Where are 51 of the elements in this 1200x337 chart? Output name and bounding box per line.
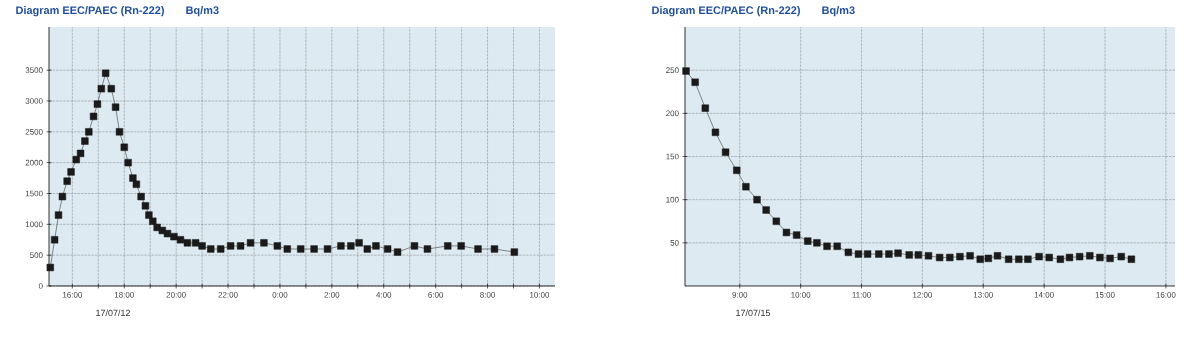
point: [833, 242, 841, 250]
point: [772, 217, 780, 225]
point: [721, 148, 730, 156]
point: [742, 183, 750, 191]
point: [863, 250, 872, 258]
text: 17/07/12: [96, 309, 130, 317]
point: [875, 250, 883, 258]
point: [885, 250, 893, 258]
point: [993, 252, 1002, 260]
point: [782, 228, 791, 237]
point: [762, 206, 770, 214]
point: [844, 248, 852, 256]
point: [1015, 255, 1023, 263]
point: [804, 237, 812, 245]
point: [1117, 253, 1125, 261]
point: [682, 67, 690, 75]
point: [1086, 252, 1094, 260]
point: [854, 250, 863, 258]
point: [711, 128, 720, 136]
point: [976, 255, 984, 263]
text: 17/07/15: [736, 309, 771, 317]
point: [984, 254, 992, 263]
point: [691, 78, 699, 86]
point: [701, 104, 709, 112]
point: [1065, 253, 1074, 262]
point: [792, 231, 801, 239]
chart-title: Diagram EEC/PAEC (Rn-222): [652, 6, 800, 17]
point: [1056, 255, 1065, 263]
point: [936, 253, 944, 262]
chart-title: Diagram EEC/PAEC (Rn-222): [16, 6, 164, 17]
y-axis-title: Bq/m3: [186, 6, 219, 17]
point: [905, 251, 913, 259]
point: [956, 253, 964, 261]
point: [753, 196, 761, 204]
y-axis-title: Bq/m3: [822, 6, 855, 17]
point: [1076, 253, 1084, 261]
point: [733, 166, 741, 174]
point: [1096, 253, 1104, 262]
point: [1045, 253, 1053, 262]
point: [946, 253, 954, 262]
point: [823, 242, 831, 250]
point: [1005, 255, 1013, 263]
point: [813, 239, 821, 247]
point: [1106, 254, 1114, 263]
point: [1035, 253, 1043, 261]
point: [1127, 255, 1136, 263]
point: [894, 249, 902, 257]
point: [1024, 255, 1032, 263]
point: [914, 251, 922, 259]
point: [924, 252, 933, 260]
point: [966, 252, 974, 260]
